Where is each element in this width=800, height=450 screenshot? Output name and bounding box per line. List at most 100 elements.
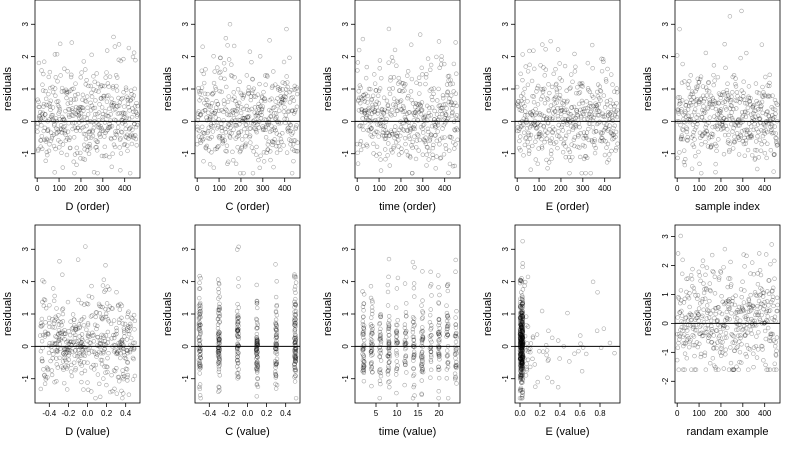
data-point [202,130,207,136]
data-point [364,64,370,70]
data-point [58,126,64,131]
data-point [775,102,780,107]
data-point [121,111,127,116]
data-point [122,111,128,116]
data-point [558,109,563,114]
data-point [134,114,140,119]
data-point [440,105,445,111]
data-point [220,139,226,144]
data-point [759,99,765,105]
data-point [518,124,524,129]
data-point [227,122,232,128]
data-point [207,117,212,122]
data-point [246,90,251,96]
data-point [387,351,392,357]
data-point [42,372,47,378]
y-axis-label: residuals [482,66,494,111]
data-point [679,133,684,138]
data-point [101,128,106,133]
data-point [519,124,525,129]
data-point [112,117,117,123]
data-point [713,106,719,112]
data-point [202,100,207,106]
data-point [66,89,71,95]
data-point [546,107,551,113]
data-point [197,359,203,364]
data-point [62,355,67,360]
data-point [720,92,725,98]
data-point [444,334,449,339]
data-point [520,352,525,357]
data-point [741,90,746,96]
data-point [520,339,525,345]
data-point [369,311,375,317]
data-point [518,325,523,331]
data-point [371,141,376,147]
data-point [114,328,120,333]
data-point [411,344,417,349]
data-point [680,127,685,132]
data-point [45,119,50,124]
data-point [688,73,693,78]
data-point [391,75,397,80]
data-point [129,134,134,140]
data-point [80,338,85,343]
data-point [530,356,535,361]
data-point [386,324,391,330]
data-point [435,118,441,123]
data-point [698,74,704,79]
data-point [437,329,442,335]
data-point [255,376,260,381]
data-point [232,107,238,113]
data-point [403,340,409,346]
data-point [759,42,765,47]
data-point [198,305,203,311]
data-point [520,304,525,309]
data-point [362,337,367,343]
data-point [521,153,526,158]
data-point [235,346,240,351]
data-point [219,121,224,126]
data-point [743,109,748,115]
data-point [518,314,523,319]
data-point [515,103,521,108]
data-point [447,134,453,140]
data-point [234,123,239,128]
data-point [613,109,619,114]
data-point [40,278,45,283]
data-point [517,300,523,305]
data-point [64,152,70,158]
data-point [676,296,682,301]
data-point [602,113,607,118]
data-point [429,94,434,100]
data-point [609,72,614,77]
data-point [386,380,391,385]
data-point [126,331,132,337]
data-point [38,116,44,121]
data-point [444,353,450,358]
data-point [266,116,272,121]
data-point [577,90,583,95]
data-point [295,140,300,145]
data-point [104,128,109,134]
data-point [518,325,524,330]
data-point [89,94,95,100]
data-point [386,332,391,338]
x-tick-label: 200 [74,184,88,193]
data-point [440,96,446,101]
data-point [230,97,235,102]
data-point [68,342,74,347]
data-point [675,119,680,124]
data-point [272,111,277,116]
data-point [235,301,240,307]
data-point [519,347,524,352]
data-point [447,96,452,101]
data-point [519,364,525,370]
data-point [436,331,442,337]
data-point [254,345,260,350]
y-tick-label: 1 [661,86,670,91]
data-point [703,50,709,56]
data-point [772,344,778,349]
y-axis-label: residuals [2,291,14,336]
data-point [101,93,107,99]
